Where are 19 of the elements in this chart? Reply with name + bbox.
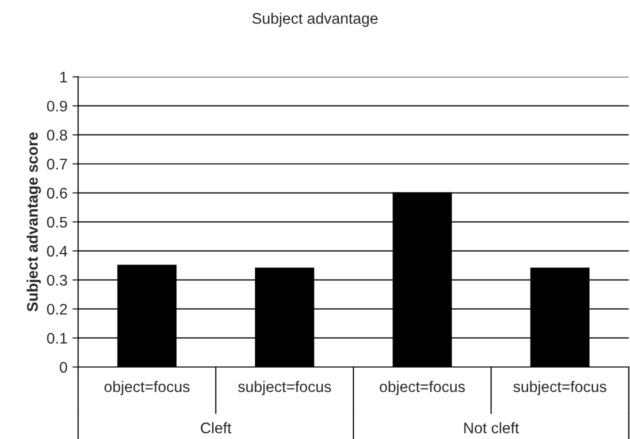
y-tick-label: 0.2 [47, 304, 67, 315]
y-tick-label: 0.3 [47, 274, 68, 286]
x-tick-label: subject=focus [238, 380, 331, 396]
x-tick-label: subject=focus [513, 380, 606, 396]
text: Cleft [200, 422, 232, 434]
y-tick-label: 0.7 [47, 158, 67, 170]
text: Not cleft [464, 422, 519, 434]
y-tick-label: 0.5 [47, 216, 68, 228]
y-tick-label: 0 [60, 362, 68, 373]
x-tick-label: object=focus [380, 380, 465, 396]
y-tick-label: 0.6 [47, 188, 68, 199]
chart-title: Subject advantage [252, 12, 378, 27]
y-tick-label: 0.9 [47, 100, 67, 112]
y-tick-label: 1 [60, 72, 67, 82]
x-tick-label: object=focus [104, 380, 190, 396]
y-tick-label: 0.8 [47, 130, 68, 141]
y-tick-label: 0.4 [47, 246, 68, 257]
y-axis-title: Subject advantage score [26, 132, 41, 312]
y-tick-label: 0.1 [47, 332, 67, 344]
